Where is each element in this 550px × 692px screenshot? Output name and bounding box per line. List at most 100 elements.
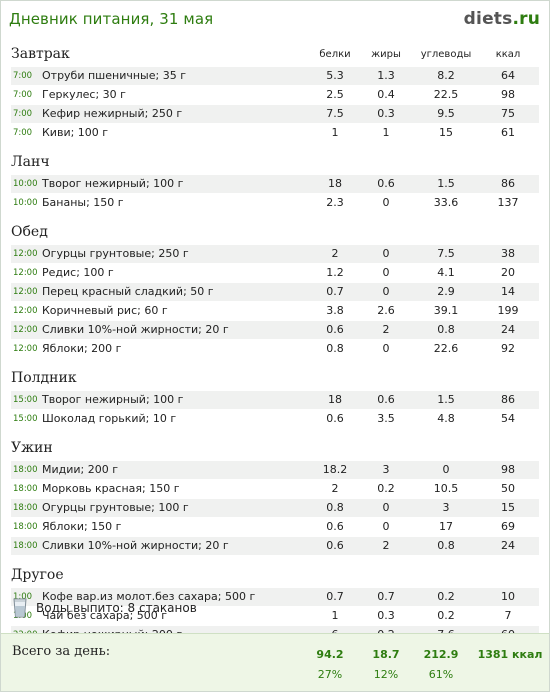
food-fat: 2.6	[377, 304, 395, 317]
food-row: 7:00 Кефир нежирный; 250 г 7.5 0.3 9.5 75	[11, 104, 539, 123]
food-fat: 0	[382, 196, 390, 209]
food-kcal: 61	[501, 126, 515, 139]
section-header: Другое	[1, 565, 549, 587]
food-fat: 0	[382, 285, 390, 298]
food-row: 12:00 Огурцы грунтовые; 250 г 2 0 7.5 38	[11, 244, 539, 263]
food-carbs: 2.9	[437, 285, 455, 298]
food-list: 7:00 Отруби пшеничные; 35 г 5.3 1.3 8.2 64 7:0…	[1, 66, 549, 142]
food-fat: 2	[382, 539, 390, 552]
food-carbs: 8.2	[437, 69, 455, 82]
logo-tld: .ru	[512, 9, 540, 29]
food-row: 12:00 Редис; 100 г 1.2 0 4.1 20	[11, 263, 539, 282]
total-protein: 94.2	[316, 648, 344, 661]
food-row: 12:00 Сливки 10%-ной жирности; 20 г 0.6 2 0.…	[11, 320, 539, 339]
food-time: 18:00	[13, 484, 38, 494]
food-name: Отруби пшеничные; 35 г	[42, 69, 186, 82]
food-time: 12:00	[13, 249, 38, 259]
column-header-protein: белки	[319, 49, 351, 60]
food-protein: 18.2	[322, 463, 348, 476]
food-protein: 0.8	[326, 501, 344, 514]
diets-logo[interactable]: diets.ru	[464, 9, 540, 29]
section-header: Обед	[1, 222, 549, 244]
food-protein: 0.7	[326, 285, 344, 298]
food-fat: 0.6	[377, 393, 395, 406]
food-name: Творог нежирный; 100 г	[42, 393, 184, 406]
section-header: Ланч	[1, 152, 549, 174]
food-fat: 0	[382, 266, 390, 279]
meal-section: Ужин 18:00 Мидии; 200 г 18.2 3 0 98 18:00 Морков…	[1, 438, 549, 555]
food-time: 7:00	[13, 128, 33, 138]
food-row: 12:00 Коричневый рис; 60 г 3.8 2.6 39.1 199	[11, 301, 539, 320]
food-name: Чай без сахара; 500 г	[42, 609, 168, 622]
food-row: 1:00Чай без сахара; 500 г10.30.27	[11, 606, 539, 625]
food-row: 10:00 Бананы; 150 г 2.3 0 33.6 137	[11, 193, 539, 212]
food-time: 7:00	[13, 109, 33, 119]
meal-section: Ланч 10:00 Творог нежирный; 100 г 18 0.6 1.5 8…	[1, 152, 549, 212]
food-time: 12:00	[13, 287, 38, 297]
food-carbs: 4.1	[437, 266, 455, 279]
food-fat: 0.6	[377, 177, 395, 190]
meal-section: Обед 12:00 Огурцы грунтовые; 250 г 2 0 7.5 38 1…	[1, 222, 549, 358]
food-protein: 18	[328, 393, 342, 406]
food-kcal: 10	[501, 590, 515, 603]
food-row: 18:00 Морковь красная; 150 г 2 0.2 10.5 50	[11, 479, 539, 498]
food-carbs: 9.5	[437, 107, 455, 120]
section-title: Завтрак	[11, 46, 70, 62]
food-kcal: 86	[501, 393, 515, 406]
food-kcal: 98	[501, 88, 515, 101]
food-kcal: 92	[501, 342, 515, 355]
food-name: Мидии; 200 г	[42, 463, 119, 476]
column-header-carbs: углеводы	[420, 49, 472, 60]
food-protein: 18	[328, 177, 342, 190]
food-carbs: 1.5	[437, 177, 455, 190]
food-protein: 0.6	[326, 539, 344, 552]
food-carbs: 10.5	[433, 482, 459, 495]
food-name: Сливки 10%-ной жирности; 20 г	[42, 323, 229, 336]
food-protein: 0.6	[326, 323, 344, 336]
food-name: Огурцы грунтовые; 100 г	[42, 501, 189, 514]
food-name: Геркулес; 30 г	[42, 88, 126, 101]
food-kcal: 15	[501, 501, 515, 514]
food-time: 18:00	[13, 522, 38, 532]
food-time: 18:00	[13, 503, 38, 513]
glass-icon	[13, 598, 27, 618]
food-time: 15:00	[13, 395, 38, 405]
section-title: Обед	[11, 224, 48, 240]
section-header: Ужин	[1, 438, 549, 460]
food-kcal: 199	[497, 304, 519, 317]
day-totals: Всего за день: 94.2 18.7 212.9 1381 ккал…	[1, 633, 549, 691]
food-carbs: 0.2	[437, 609, 455, 622]
food-carbs: 7.5	[437, 247, 455, 260]
food-kcal: 98	[501, 463, 515, 476]
food-row: 18:00 Мидии; 200 г 18.2 3 0 98	[11, 460, 539, 479]
food-list: 10:00 Творог нежирный; 100 г 18 0.6 1.5 86 10:…	[1, 174, 549, 212]
food-carbs: 1.5	[437, 393, 455, 406]
food-protein: 2.5	[326, 88, 344, 101]
page-header: Дневник питания, 31 мая diets.ru	[1, 1, 549, 37]
food-fat: 0	[382, 247, 390, 260]
food-time: 7:00	[13, 90, 33, 100]
water-info: Воды выпито: 8 стаканов	[13, 598, 197, 618]
food-time: 10:00	[13, 179, 38, 189]
food-name: Шоколад горький; 10 г	[42, 412, 177, 425]
food-name: Кефир нежирный; 250 г	[42, 107, 183, 120]
food-carbs: 0.8	[437, 323, 455, 336]
food-kcal: 54	[501, 412, 515, 425]
food-protein: 0.8	[326, 342, 344, 355]
food-time: 12:00	[13, 268, 38, 278]
food-name: Морковь красная; 150 г	[42, 482, 180, 495]
food-fat: 0.3	[377, 609, 395, 622]
food-name: Редис; 100 г	[42, 266, 114, 279]
food-kcal: 86	[501, 177, 515, 190]
food-fat: 3.5	[377, 412, 395, 425]
food-name: Кофе вар.из молот.без сахара; 500 г	[42, 590, 256, 603]
food-protein: 2	[331, 482, 339, 495]
meal-section: Полдник 15:00 Творог нежирный; 100 г 18 0.6 1…	[1, 368, 549, 428]
food-name: Бананы; 150 г	[42, 196, 124, 209]
food-fat: 0	[382, 501, 390, 514]
food-kcal: 24	[501, 323, 515, 336]
meal-section: Завтрак белки жиры углеводы ккал 7:00 Отруби п…	[1, 44, 549, 142]
food-row: 12:00 Перец красный сладкий; 50 г 0.7 0 2.9 1…	[11, 282, 539, 301]
food-protein: 2.3	[326, 196, 344, 209]
food-row: 10:00 Творог нежирный; 100 г 18 0.6 1.5 86	[11, 174, 539, 193]
